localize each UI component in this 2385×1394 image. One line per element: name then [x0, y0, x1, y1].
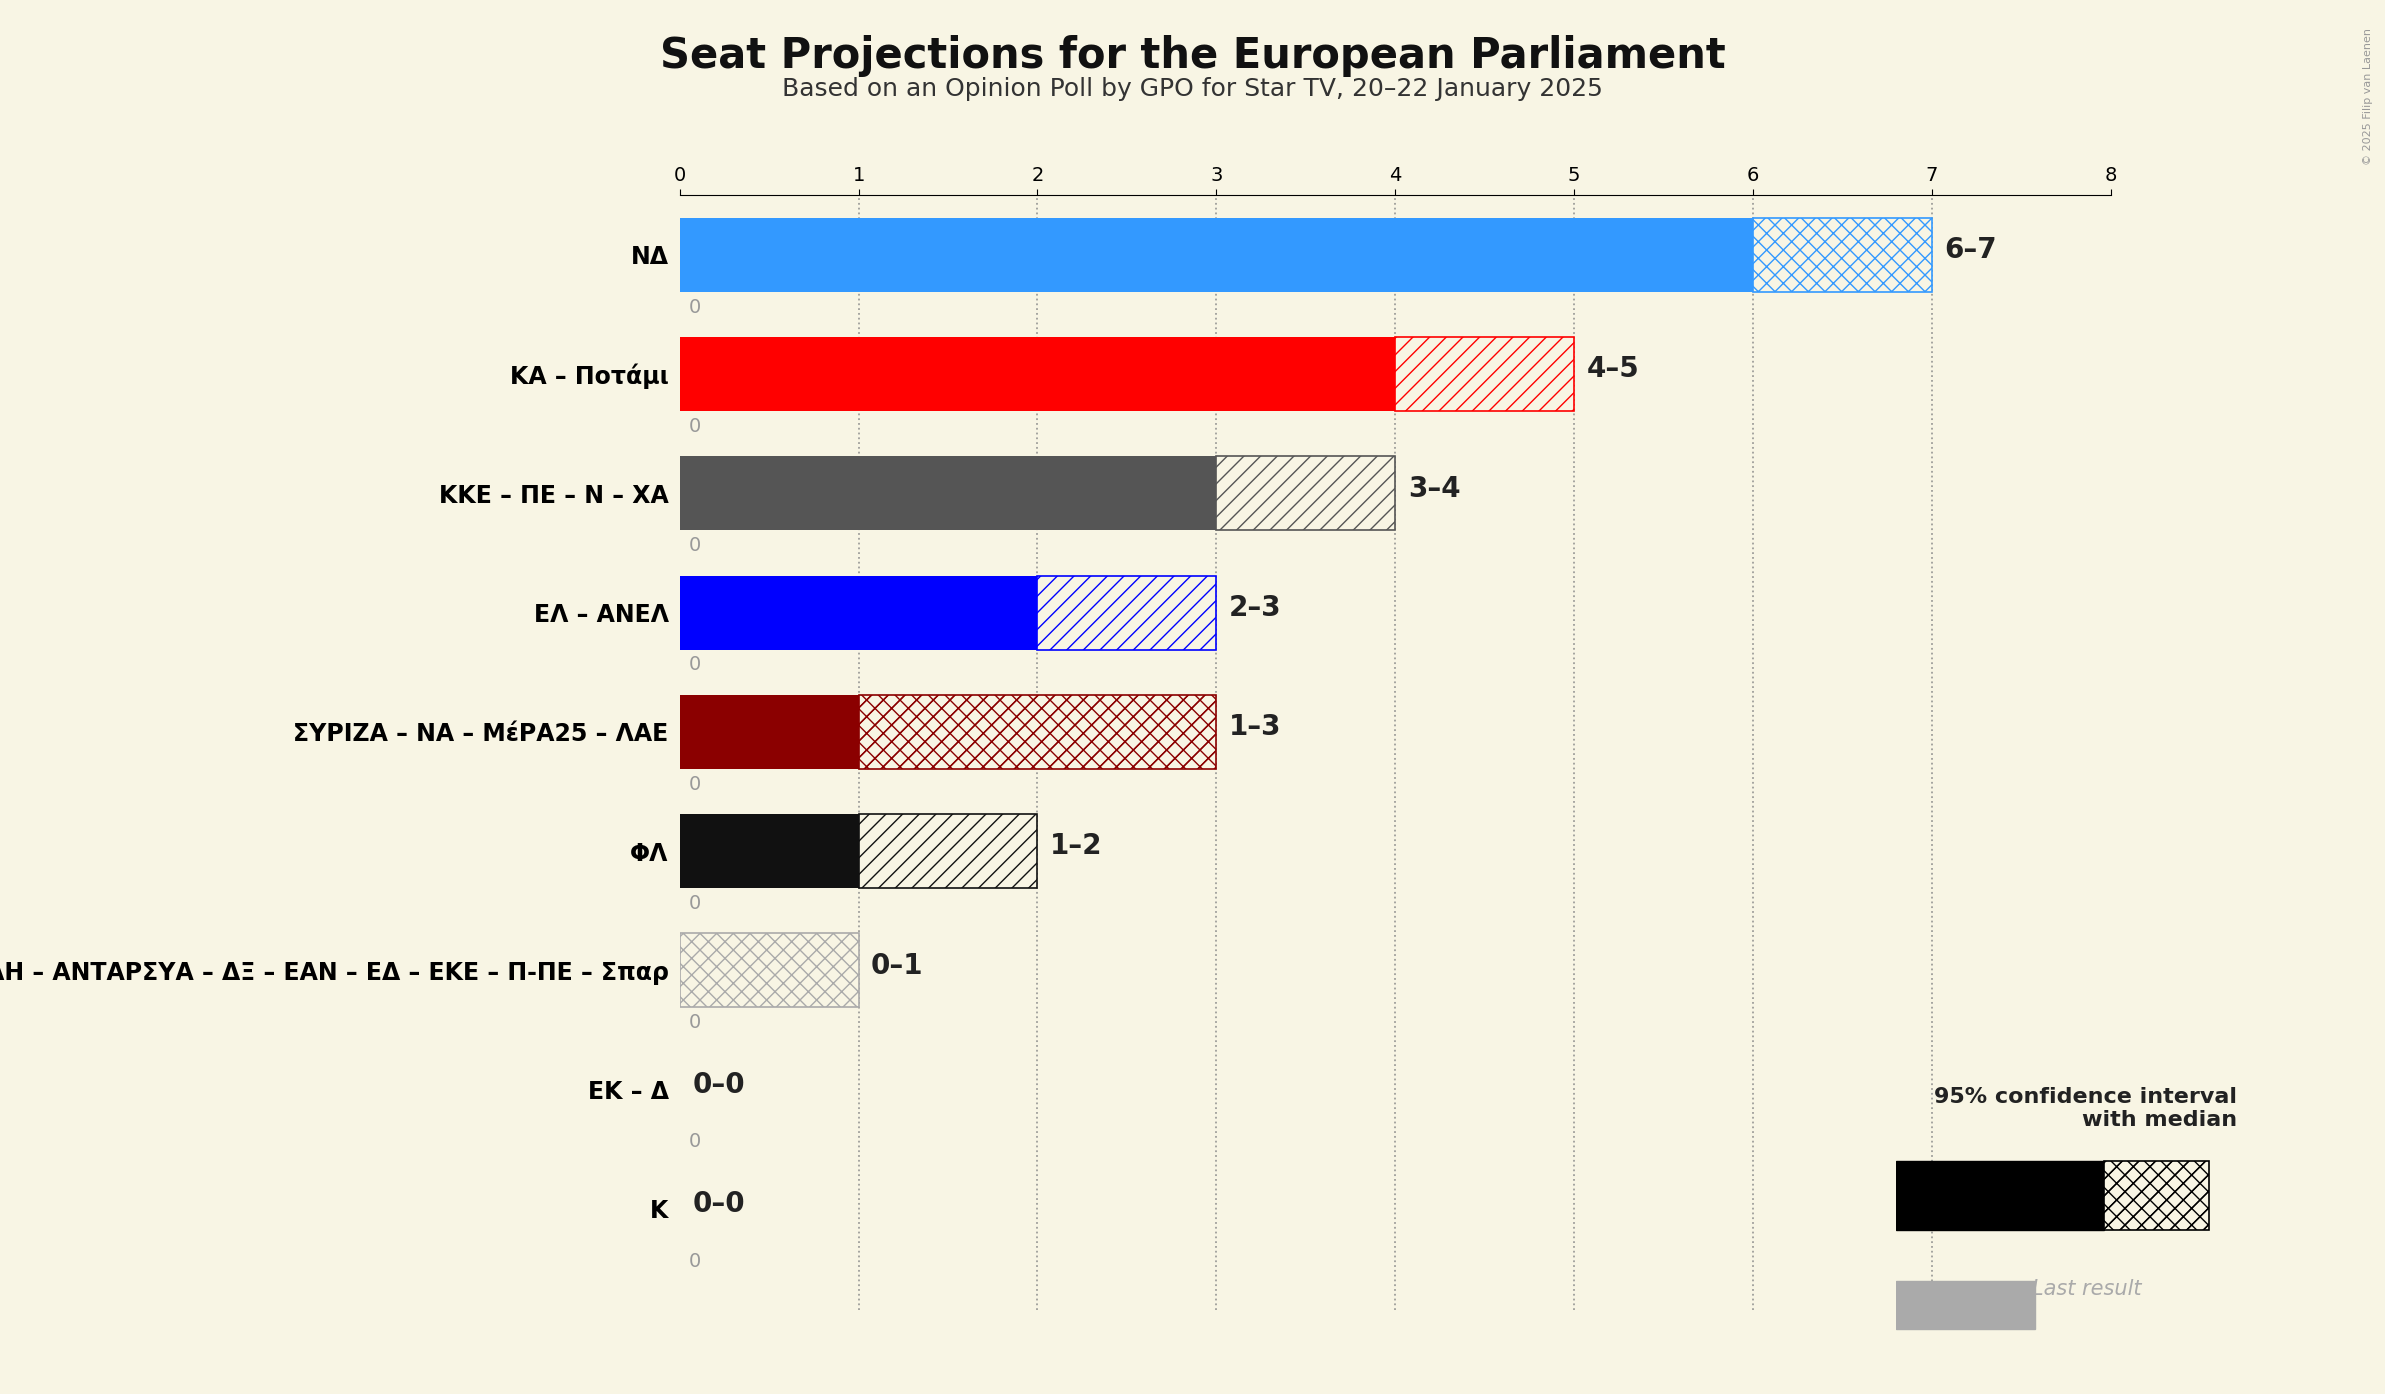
Text: 1–2: 1–2: [1049, 832, 1102, 860]
Bar: [680, 337, 1395, 411]
Bar: [680, 934, 859, 1008]
Text: 0–1: 0–1: [871, 952, 923, 980]
Bar: [859, 814, 1037, 888]
Bar: [680, 814, 859, 888]
Text: Based on an Opinion Poll by GPO for Star TV, 20–22 January 2025: Based on an Opinion Poll by GPO for Star…: [782, 77, 1603, 100]
Text: 0: 0: [689, 537, 701, 555]
Text: 0: 0: [689, 297, 701, 316]
Bar: [680, 456, 1216, 530]
Bar: [1896, 1161, 2104, 1230]
Bar: [1037, 576, 1216, 650]
Bar: [680, 576, 1037, 650]
Text: 0: 0: [689, 1252, 701, 1271]
Text: 0–0: 0–0: [692, 1071, 744, 1098]
Text: 3–4: 3–4: [1407, 474, 1460, 503]
Text: 0: 0: [689, 775, 701, 793]
Text: 0: 0: [689, 655, 701, 675]
Bar: [680, 696, 859, 769]
Text: Seat Projections for the European Parliament: Seat Projections for the European Parlia…: [661, 35, 1724, 77]
Text: 4–5: 4–5: [1586, 355, 1638, 383]
Text: 0–0: 0–0: [692, 1190, 744, 1218]
Text: © 2025 Filip van Laenen: © 2025 Filip van Laenen: [2364, 28, 2373, 164]
Text: 2–3: 2–3: [1228, 594, 1281, 622]
Bar: [2104, 1161, 2209, 1230]
Text: 1–3: 1–3: [1228, 714, 1281, 742]
Text: 0: 0: [689, 894, 701, 913]
Bar: [1395, 337, 1574, 411]
Bar: [1216, 456, 1395, 530]
Text: 0: 0: [689, 1132, 701, 1151]
Bar: [1753, 217, 1932, 291]
Bar: [859, 696, 1216, 769]
Bar: [1896, 1281, 2034, 1328]
Text: 0: 0: [689, 1013, 701, 1032]
Bar: [680, 217, 1753, 291]
Text: Last result: Last result: [2032, 1280, 2142, 1299]
Bar: [2104, 1161, 2209, 1230]
Text: 95% confidence interval
with median: 95% confidence interval with median: [1934, 1087, 2237, 1129]
Text: 6–7: 6–7: [1944, 236, 1996, 263]
Bar: [859, 696, 1216, 769]
Text: 0: 0: [689, 417, 701, 436]
